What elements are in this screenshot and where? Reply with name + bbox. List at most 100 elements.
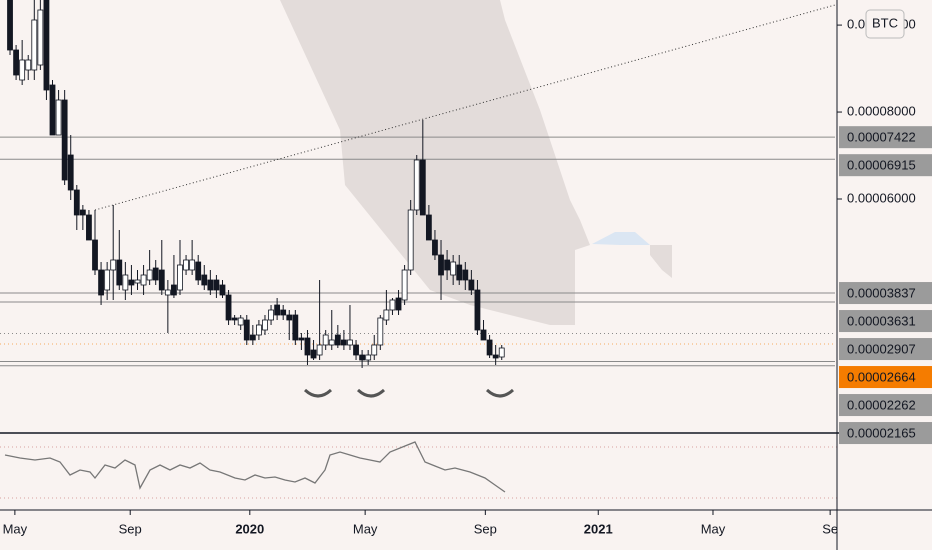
price-label-box	[839, 394, 932, 417]
candle-body	[389, 299, 396, 311]
candle-body	[225, 294, 232, 321]
candle-body	[365, 354, 372, 361]
candle-body	[256, 324, 262, 336]
x-tick-label: 2021	[584, 521, 613, 536]
candle-body	[195, 261, 202, 281]
candle-body	[49, 84, 56, 136]
price-label: 0.00002664	[847, 369, 916, 384]
candle-body	[407, 209, 414, 271]
candle-body	[7, 0, 13, 51]
candle-body	[219, 284, 226, 296]
candle-body	[31, 19, 38, 71]
price-label-box	[839, 366, 932, 389]
y-tick-label: 0.00006000	[847, 190, 916, 205]
x-tick-label: May	[701, 521, 726, 536]
candle-body	[438, 254, 444, 276]
price-pane	[0, 0, 836, 368]
candle-body	[189, 259, 196, 271]
candle-body	[280, 309, 287, 316]
price-label-box	[839, 338, 932, 361]
candle-body	[86, 214, 92, 241]
candle-body	[213, 279, 220, 291]
candle-body	[104, 269, 111, 291]
currency-label: BTC	[872, 15, 898, 30]
price-label: 0.00003837	[847, 285, 916, 300]
candle-body	[340, 339, 347, 346]
candle-body	[456, 264, 463, 281]
price-label: 0.00007422	[847, 130, 916, 145]
y-tick-label: 0.00008000	[847, 103, 916, 118]
x-tick-label: May	[353, 521, 378, 536]
candle-body	[413, 159, 420, 211]
candle-body	[371, 344, 378, 356]
candle-body	[474, 289, 481, 331]
candle-body	[310, 349, 317, 359]
candle-body	[347, 339, 353, 346]
candle-body	[498, 347, 505, 358]
candle-body	[177, 264, 183, 291]
candle-body	[353, 344, 359, 356]
candle-body	[61, 99, 68, 181]
candle-body	[67, 154, 74, 191]
candle-body	[37, 9, 44, 66]
candle-body	[73, 189, 80, 216]
candle-body	[171, 284, 177, 296]
candle-body	[146, 269, 153, 281]
indicator-line	[4, 441, 506, 493]
candle-body	[92, 239, 98, 271]
candle-body	[377, 317, 384, 346]
candle-body	[334, 334, 341, 346]
price-label-box	[839, 282, 932, 305]
candle-body	[298, 337, 305, 341]
annotation-arc	[303, 388, 333, 398]
candle-body	[304, 337, 311, 356]
price-axis: 0.00007422 0.00006915 0.00003837 0.00003631…	[837, 9, 932, 445]
candle-body	[164, 289, 171, 296]
candle-body	[480, 329, 487, 341]
x-tick-label: Se	[822, 521, 838, 536]
candle-body	[110, 259, 117, 271]
candle-body	[262, 319, 268, 331]
candle-body	[116, 259, 123, 286]
candle-body	[128, 279, 135, 286]
candle-body	[462, 269, 469, 281]
price-label-box	[839, 422, 932, 445]
cloud	[280, 0, 590, 325]
candle-body	[79, 209, 86, 216]
price-label-box	[839, 126, 932, 149]
price-label-box	[839, 310, 932, 333]
candle-body	[249, 334, 256, 341]
candle-body	[328, 339, 335, 346]
annotation-arc	[356, 388, 386, 398]
price-label: 0.00002262	[847, 397, 916, 412]
candle-body	[359, 354, 366, 361]
candle-body	[158, 269, 165, 291]
candle-body	[19, 59, 26, 81]
candle-body	[432, 239, 438, 256]
candle-body	[13, 49, 19, 76]
annotation-arc	[485, 388, 515, 398]
candle-body	[419, 159, 426, 216]
candle-body	[122, 274, 129, 291]
candle-body	[152, 267, 159, 281]
candle-body	[231, 317, 238, 321]
candle-body	[395, 297, 402, 311]
candle-body	[450, 261, 457, 276]
candle-body	[401, 269, 408, 301]
x-tick-label: Sep	[119, 521, 142, 536]
candle-body	[25, 59, 32, 71]
candle-body	[286, 314, 293, 321]
candle-body	[268, 309, 274, 321]
candle-body	[98, 269, 104, 296]
candle-body	[55, 99, 62, 136]
x-tick-label: Sep	[474, 521, 497, 536]
candle-body	[183, 259, 189, 271]
candle-body	[316, 344, 323, 356]
x-tick-label: May	[3, 521, 28, 536]
currency-badge	[865, 9, 905, 39]
price-label-box	[839, 154, 932, 177]
candle-body	[492, 354, 499, 359]
candle-body	[292, 314, 299, 341]
candle-body	[134, 279, 141, 284]
